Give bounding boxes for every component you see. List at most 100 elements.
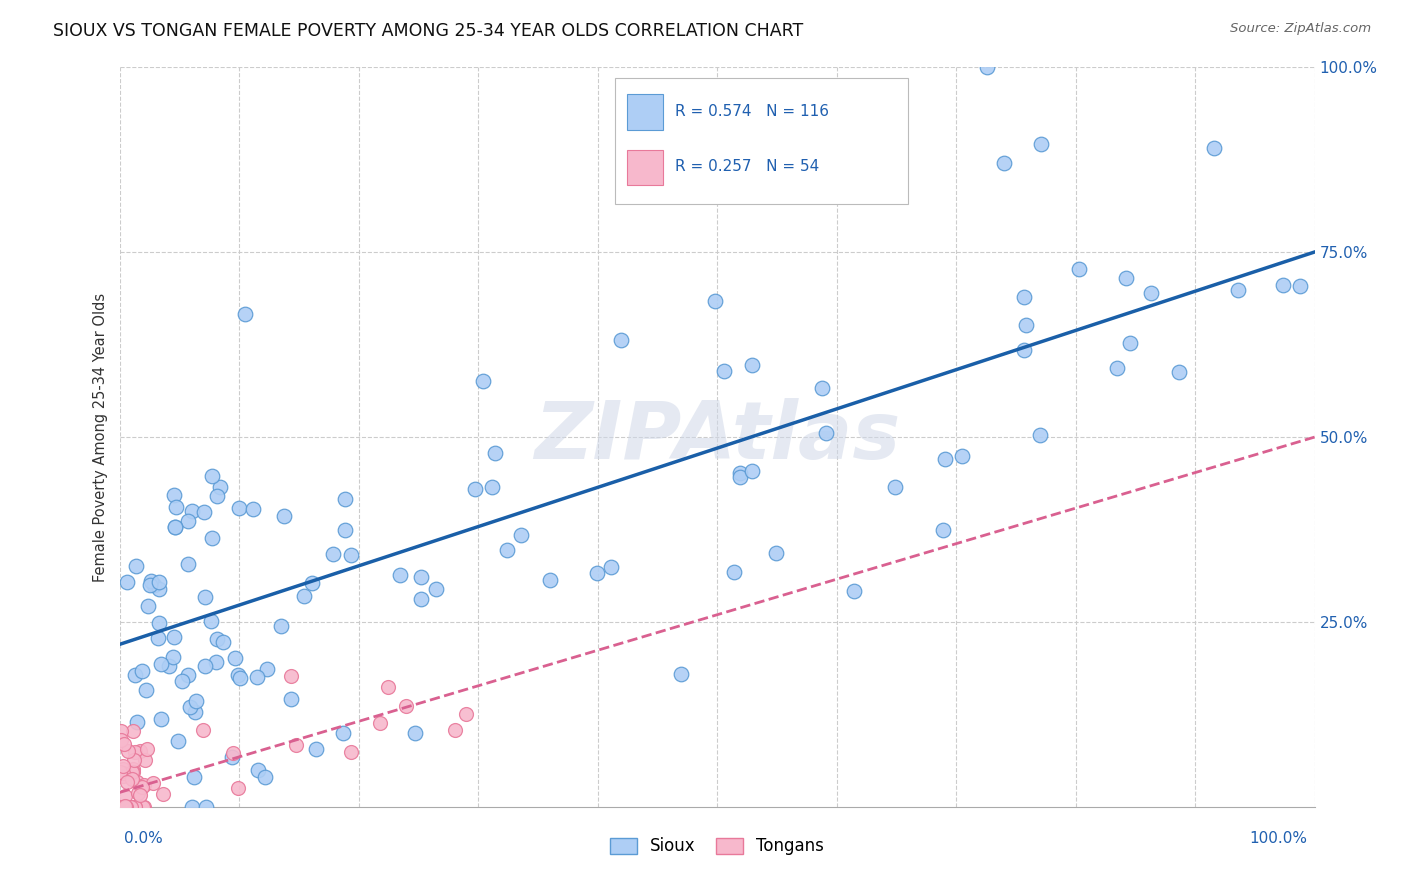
Point <box>976 60 998 74</box>
Point <box>1168 365 1191 379</box>
Point <box>1031 136 1053 151</box>
Point <box>114 798 136 813</box>
Point <box>1029 428 1052 442</box>
Point <box>242 501 264 516</box>
Point <box>111 800 134 814</box>
Point <box>728 467 751 481</box>
Point <box>150 657 173 671</box>
Point <box>205 632 228 646</box>
Point <box>146 631 169 645</box>
Point <box>131 780 153 794</box>
Point <box>370 716 392 731</box>
Point <box>110 732 132 747</box>
Point <box>246 669 269 683</box>
Point <box>135 683 157 698</box>
Point <box>814 426 837 441</box>
Point <box>124 800 146 814</box>
Point <box>181 503 204 517</box>
Point <box>884 480 907 494</box>
Point <box>194 800 217 814</box>
Point <box>233 307 256 321</box>
Point <box>111 800 134 814</box>
Point <box>128 788 150 802</box>
Point <box>131 664 153 678</box>
Point <box>148 582 170 597</box>
Point <box>115 774 138 789</box>
Point <box>170 674 193 689</box>
Point <box>131 800 153 814</box>
Point <box>193 505 215 519</box>
Point <box>322 547 344 561</box>
Point <box>285 738 308 752</box>
Point <box>209 480 232 494</box>
Point <box>184 705 207 719</box>
Legend: Sioux, Tongans: Sioux, Tongans <box>603 830 831 862</box>
Point <box>273 509 295 524</box>
Point <box>177 514 200 528</box>
Point <box>332 726 354 740</box>
Point <box>229 671 252 685</box>
Text: ZIPAtlas: ZIPAtlas <box>534 398 900 476</box>
Point <box>1226 283 1249 297</box>
Point <box>135 742 157 756</box>
Point <box>538 573 561 587</box>
Point <box>1067 261 1090 276</box>
Point <box>952 449 974 463</box>
Point <box>121 772 143 787</box>
Point <box>934 452 956 467</box>
Point <box>340 745 363 759</box>
Point <box>411 591 433 606</box>
Point <box>142 776 165 790</box>
Point <box>124 667 146 681</box>
FancyBboxPatch shape <box>616 78 908 204</box>
Point <box>1118 336 1140 351</box>
Point <box>205 655 228 669</box>
Point <box>152 787 174 801</box>
Point <box>177 667 200 681</box>
Point <box>811 381 834 395</box>
Point <box>254 770 277 784</box>
Point <box>142 578 165 592</box>
Point <box>138 599 160 613</box>
Point <box>129 744 152 758</box>
Point <box>120 800 142 814</box>
Point <box>111 769 134 783</box>
Point <box>484 446 506 460</box>
Point <box>186 694 208 708</box>
Point <box>280 669 302 683</box>
Point <box>115 575 138 590</box>
Point <box>1014 318 1036 332</box>
Point <box>120 800 142 814</box>
Point <box>1202 141 1225 155</box>
Point <box>704 294 727 309</box>
Point <box>270 619 292 633</box>
Point <box>191 723 214 738</box>
Point <box>157 658 180 673</box>
Point <box>201 532 224 546</box>
Point <box>932 524 955 538</box>
Point <box>115 800 138 814</box>
Point <box>139 578 162 592</box>
Point <box>132 800 155 814</box>
Point <box>201 468 224 483</box>
Point <box>222 746 245 760</box>
Point <box>600 560 623 574</box>
Text: SIOUX VS TONGAN FEMALE POVERTY AMONG 25-34 YEAR OLDS CORRELATION CHART: SIOUX VS TONGAN FEMALE POVERTY AMONG 25-… <box>53 22 804 40</box>
Point <box>1107 360 1129 375</box>
Point <box>124 800 146 814</box>
Point <box>333 491 356 506</box>
Text: R = 0.257   N = 54: R = 0.257 N = 54 <box>675 160 820 174</box>
Point <box>162 650 184 665</box>
Point <box>117 744 139 758</box>
Point <box>179 700 201 714</box>
Point <box>112 737 135 751</box>
Point <box>1012 290 1035 304</box>
Point <box>148 615 170 630</box>
Point <box>132 800 155 814</box>
FancyBboxPatch shape <box>627 95 664 130</box>
Point <box>163 520 186 534</box>
Point <box>1272 277 1295 292</box>
Point <box>481 480 503 494</box>
Point <box>669 666 692 681</box>
Point <box>377 680 399 694</box>
